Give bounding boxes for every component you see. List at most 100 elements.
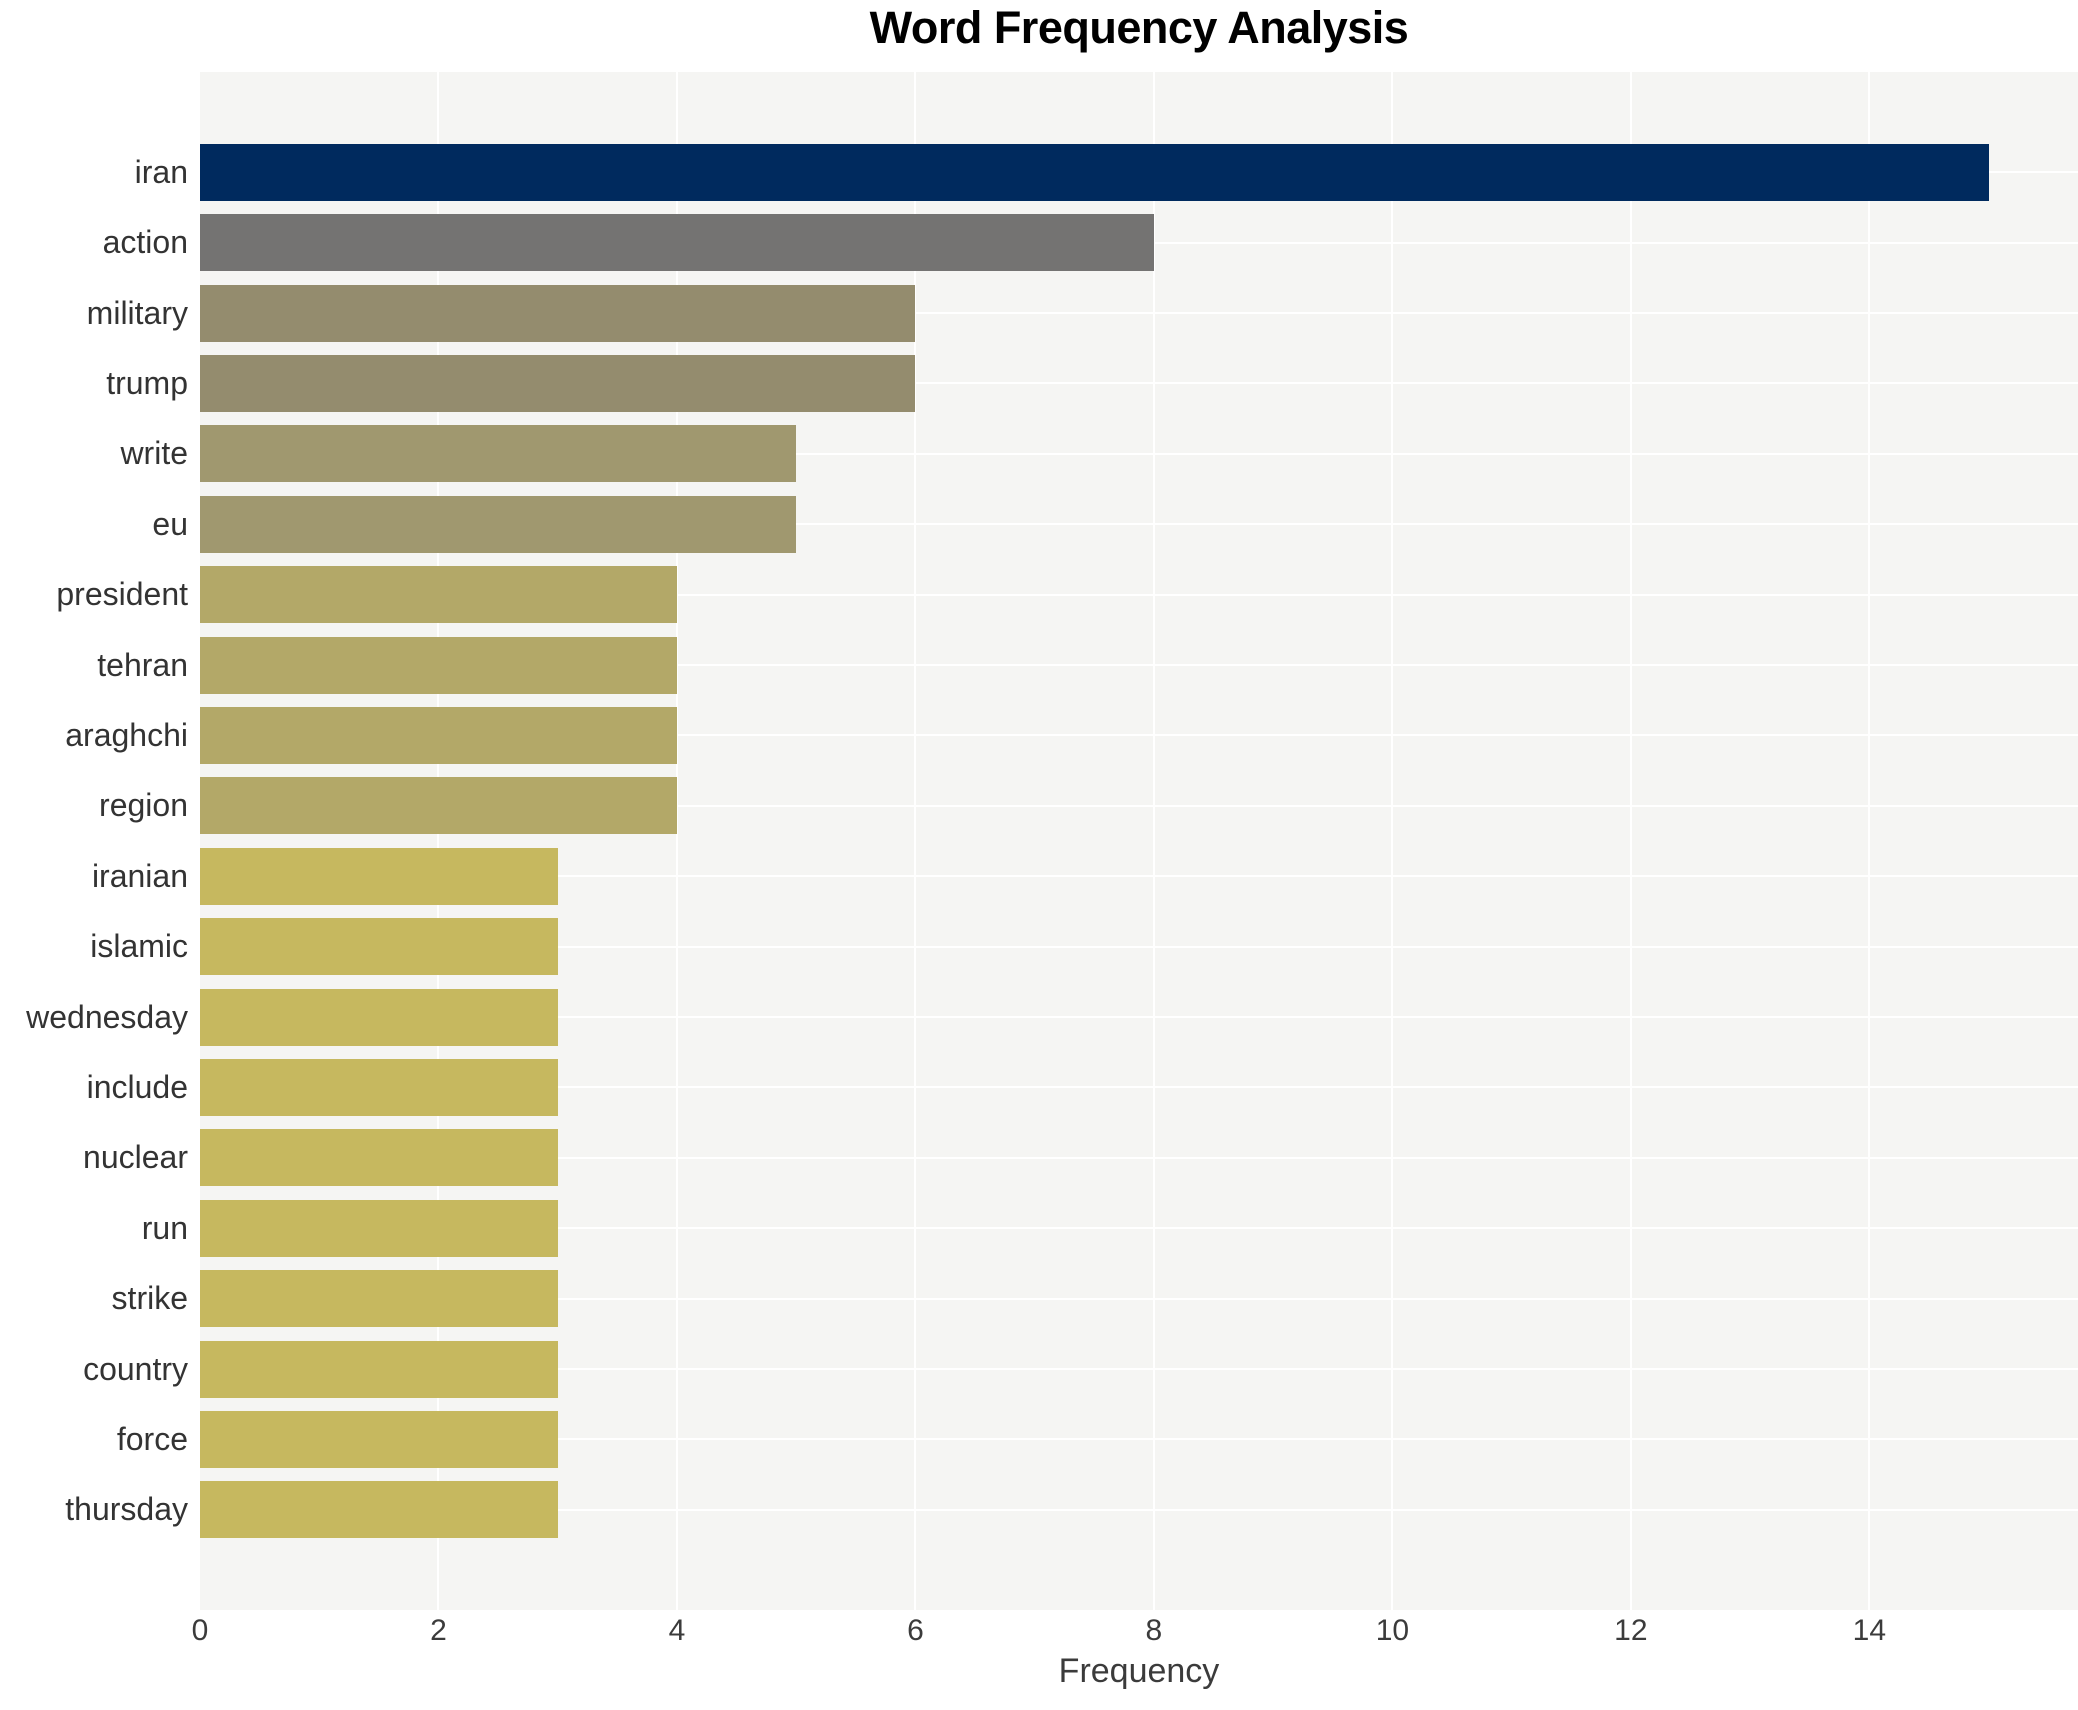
bar-run — [200, 1199, 558, 1257]
y-gridline-thursday — [200, 1508, 2078, 1511]
bar-nuclear — [200, 1129, 558, 1187]
bar-tehran — [200, 636, 677, 694]
bar-row-thursday — [200, 1475, 2078, 1545]
bar-row-military — [200, 278, 2078, 348]
bar-row-tehran — [200, 630, 2078, 700]
x-tick-label-10: 10 — [1375, 1614, 1410, 1647]
bar-write — [200, 425, 797, 483]
bar-row-araghchi — [200, 700, 2078, 770]
bar-include — [200, 1058, 558, 1116]
y-gridline-run — [200, 1227, 2078, 1230]
bar-row-nuclear — [200, 1123, 2078, 1193]
x-tick-label-0: 0 — [191, 1614, 209, 1647]
y-tick-label-region: region — [99, 787, 188, 824]
bar-action — [200, 214, 1154, 272]
bar-row-eu — [200, 489, 2078, 559]
y-tick-label-trump: trump — [106, 364, 188, 401]
y-tick-label-military: military — [86, 294, 188, 331]
bar-row-iranian — [200, 841, 2078, 911]
y-gridline-islamic — [200, 945, 2078, 948]
y-tick-label-islamic: islamic — [90, 928, 188, 965]
y-tick-label-araghchi: araghchi — [65, 716, 188, 753]
bar-president — [200, 566, 677, 624]
bar-region — [200, 777, 677, 835]
x-gridline-14 — [1868, 72, 1871, 1610]
x-gridline-4 — [675, 72, 678, 1610]
x-gridline-10 — [1391, 72, 1394, 1610]
x-axis-title: Frequency — [1058, 1652, 1220, 1690]
bar-araghchi — [200, 706, 677, 764]
x-gridline-6 — [914, 72, 917, 1610]
y-tick-label-tehran: tehran — [97, 646, 188, 683]
y-axis: iran action military trump write eu president t… — [0, 72, 188, 1610]
y-gridline-wednesday — [200, 1016, 2078, 1018]
x-tick-label-14: 14 — [1852, 1614, 1887, 1647]
y-gridline-nuclear — [200, 1156, 2078, 1159]
bar-rows — [200, 72, 2078, 1610]
gridlines — [200, 72, 2078, 1610]
bar-wednesday — [200, 988, 558, 1046]
bar-row-region — [200, 771, 2078, 841]
bar-row-iran — [200, 137, 2078, 207]
y-gridline-tehran — [200, 664, 2078, 666]
y-gridline-military — [200, 312, 2078, 314]
y-gridline-force — [200, 1438, 2078, 1441]
y-gridline-region — [200, 804, 2078, 807]
y-gridline-include — [200, 1086, 2078, 1089]
y-tick-label-action: action — [102, 224, 188, 261]
bar-military — [200, 284, 916, 342]
chart-title: Word Frequency Analysis — [869, 2, 1409, 53]
bar-country — [200, 1340, 558, 1398]
bar-row-action — [200, 207, 2078, 277]
x-gridline-2 — [437, 72, 440, 1610]
y-tick-label-president: president — [56, 576, 188, 613]
bar-iranian — [200, 847, 558, 905]
bar-islamic — [200, 918, 558, 976]
y-tick-label-iran: iran — [134, 153, 188, 190]
y-tick-label-eu: eu — [152, 505, 188, 542]
y-gridline-write — [200, 452, 2078, 455]
plot-area — [200, 72, 2078, 1610]
bar-row-write — [200, 419, 2078, 489]
y-tick-label-wednesday: wednesday — [26, 998, 188, 1035]
x-tick-label-12: 12 — [1614, 1614, 1648, 1647]
y-gridline-araghchi — [200, 734, 2078, 737]
y-tick-label-strike: strike — [111, 1280, 188, 1317]
bar-row-strike — [200, 1264, 2078, 1334]
y-tick-label-country: country — [83, 1350, 188, 1387]
bar-trump — [200, 354, 916, 412]
bar-row-run — [200, 1193, 2078, 1263]
x-gridline-8 — [1152, 72, 1155, 1610]
bar-row-force — [200, 1404, 2078, 1474]
x-tick-label-8: 8 — [1145, 1614, 1163, 1647]
x-tick-label-4: 4 — [668, 1614, 686, 1647]
x-gridline-12 — [1629, 72, 1632, 1610]
y-gridline-iranian — [200, 875, 2078, 878]
bar-row-include — [200, 1052, 2078, 1122]
y-tick-label-write: write — [120, 435, 188, 472]
bar-strike — [200, 1270, 558, 1328]
bar-iran — [200, 143, 1989, 201]
bar-row-wednesday — [200, 982, 2078, 1052]
x-tick-label-6: 6 — [907, 1614, 924, 1647]
x-tick-label-2: 2 — [430, 1614, 447, 1647]
bar-row-islamic — [200, 911, 2078, 981]
y-tick-label-iranian: iranian — [91, 857, 188, 894]
x-axis: 0 2 4 6 8 10 12 14 — [192, 1614, 2078, 1656]
y-gridline-president — [200, 593, 2078, 596]
bar-row-trump — [200, 348, 2078, 418]
y-gridline-country — [200, 1368, 2078, 1370]
bar-force — [200, 1411, 558, 1469]
bar-thursday — [200, 1481, 558, 1539]
y-gridline-eu — [200, 523, 2078, 526]
y-tick-label-include: include — [86, 1068, 188, 1105]
bar-row-president — [200, 559, 2078, 629]
y-gridline-strike — [200, 1297, 2078, 1300]
y-tick-label-run: run — [141, 1209, 188, 1246]
bar-row-country — [200, 1334, 2078, 1404]
y-tick-label-thursday: thursday — [65, 1491, 188, 1528]
y-tick-label-force: force — [116, 1421, 188, 1458]
y-tick-label-nuclear: nuclear — [83, 1139, 188, 1176]
y-gridline-trump — [200, 382, 2078, 385]
